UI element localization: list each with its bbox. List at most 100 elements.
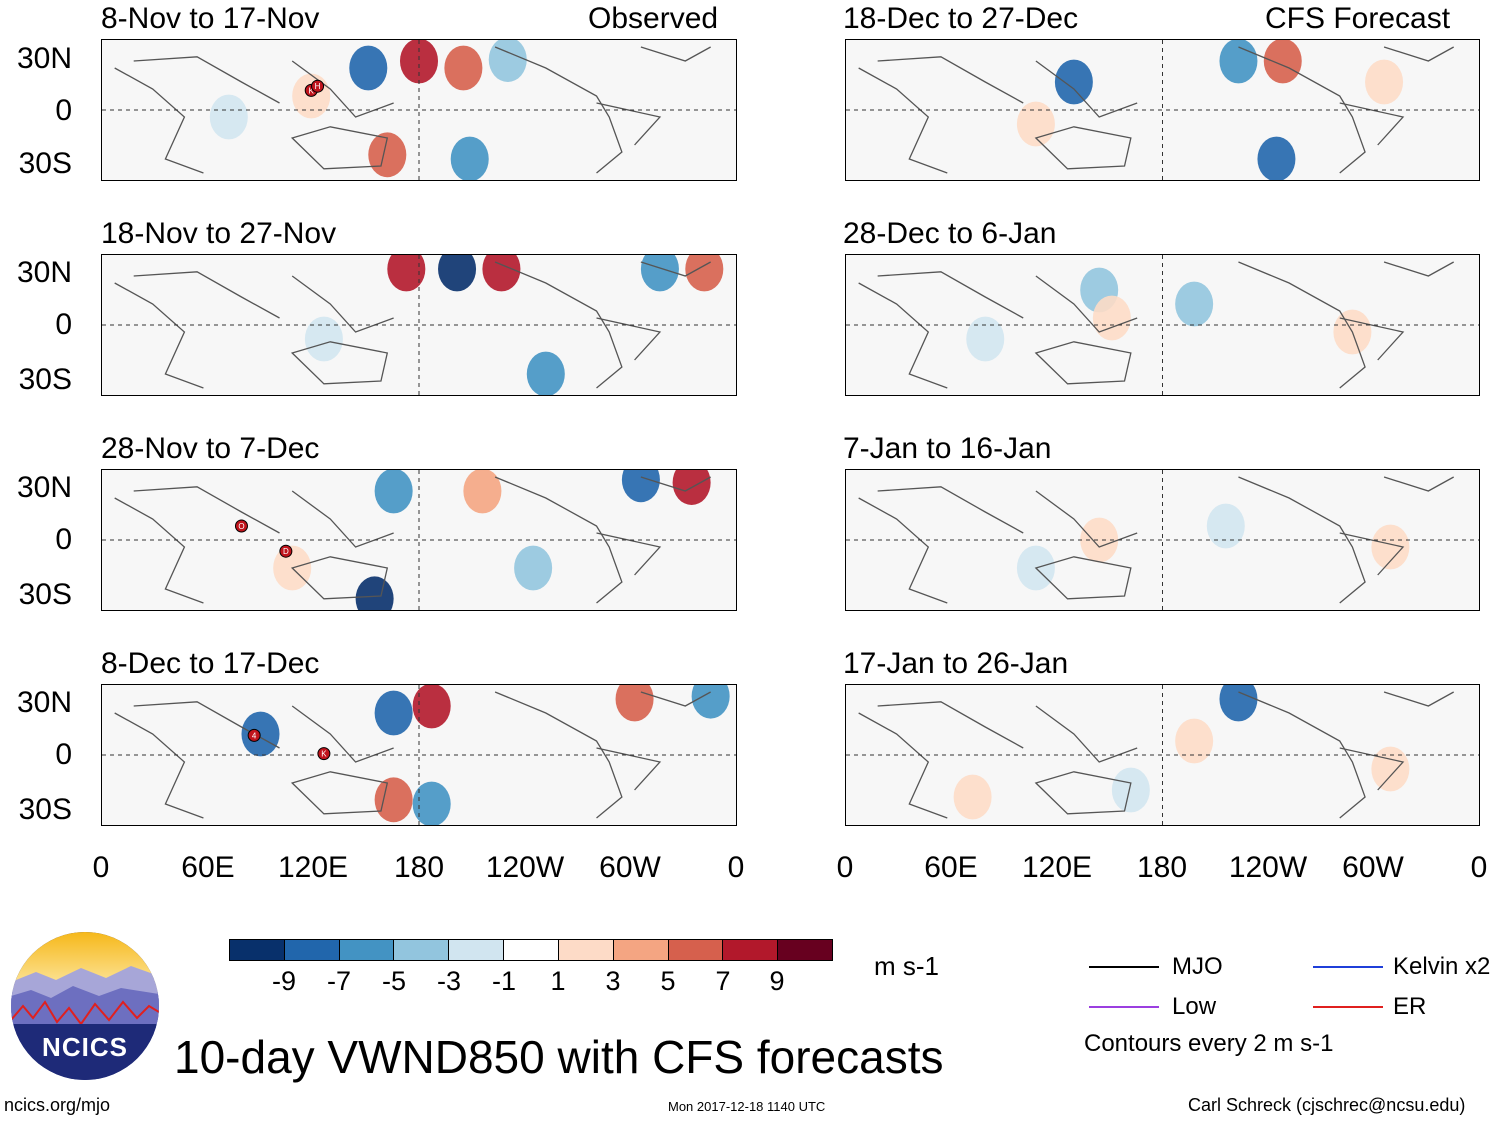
coastline: [877, 701, 1024, 749]
storm-marker: H: [311, 79, 325, 93]
coastline: [1339, 317, 1405, 361]
panel-title-2: 18-Nov to 27-Nov: [101, 217, 337, 250]
xtick: 0: [1470, 851, 1488, 884]
colorbar-label: -9: [271, 966, 296, 996]
wind-anomaly-blob: [444, 45, 483, 91]
footer-url[interactable]: ncics.org/mjo: [4, 1095, 111, 1115]
coastline: [1383, 261, 1454, 277]
map-observed-2: [101, 254, 737, 396]
storm-marker: D: [279, 544, 293, 558]
coastline: [133, 271, 280, 319]
coastline: [1035, 705, 1138, 763]
legend-mjo-line: [1089, 966, 1159, 968]
map-field: [846, 40, 1479, 180]
colorbar-swatch: [723, 940, 779, 960]
colorbar-label: 1: [550, 966, 566, 996]
ytick-0: 0: [55, 308, 72, 341]
colorbar-label: -7: [326, 966, 351, 996]
wind-anomaly-blob: [1175, 281, 1214, 327]
coastline: [114, 712, 204, 819]
coastline: [114, 282, 204, 389]
xtick: 60W: [599, 851, 661, 884]
wind-anomaly-blob: [615, 685, 654, 722]
coastline: [290, 126, 389, 170]
coastline: [494, 46, 623, 174]
storm-label: D: [283, 547, 289, 556]
colorbar: [229, 939, 833, 961]
wind-anomaly-blob: [482, 255, 521, 292]
wind-anomaly-blob: [374, 690, 413, 736]
colorbar-label: 7: [715, 966, 731, 996]
coastline: [858, 497, 948, 604]
coastline: [1383, 691, 1454, 707]
wind-anomaly-blob: [1092, 295, 1131, 341]
ytick-30s: 30S: [18, 363, 72, 396]
coastline: [1238, 46, 1366, 174]
wind-anomaly-blob: [355, 576, 394, 610]
wind-anomaly-blob: [488, 40, 527, 82]
colorbar-label: -3: [436, 966, 461, 996]
legend-low-line: [1089, 1006, 1159, 1008]
coastline: [640, 691, 711, 707]
coastline: [858, 67, 948, 174]
colorbar-swatch: [558, 940, 614, 960]
coastline: [133, 486, 280, 534]
coastline: [877, 271, 1024, 319]
legend-mjo-label: MJO: [1172, 953, 1223, 980]
panel-title-4: 8-Dec to 17-Dec: [101, 647, 320, 680]
ncics-logo: NCICS: [11, 932, 159, 1080]
map-forecast-3: [845, 469, 1480, 611]
xtick: 120W: [485, 851, 565, 884]
wind-anomaly-blob: [349, 45, 388, 91]
legend-low-label: Low: [1172, 993, 1217, 1020]
panel-title-8: 17-Jan to 26-Jan: [843, 647, 1069, 680]
wind-anomaly-blob: [1080, 517, 1119, 563]
coastline: [640, 46, 711, 62]
storm-label: K: [321, 750, 327, 759]
coastline: [596, 532, 662, 576]
wind-anomaly-blob: [374, 470, 413, 514]
coastline: [1238, 261, 1366, 389]
ytick-30s: 30S: [18, 147, 72, 180]
map-forecast-1: [845, 39, 1480, 181]
wind-anomaly-blob: [1016, 101, 1055, 147]
coastline: [1383, 476, 1454, 492]
legend-er-line: [1313, 1006, 1383, 1008]
colorbar-swatch: [613, 940, 669, 960]
wind-anomaly-blob: [1371, 524, 1410, 570]
ytick-30s: 30S: [18, 578, 72, 611]
colorbar-unit: m s-1: [874, 951, 939, 981]
coastline: [877, 56, 1024, 104]
coastline: [858, 712, 948, 819]
wind-anomaly-blob: [304, 316, 343, 362]
storm-label: 4: [252, 731, 257, 740]
panel-title-7: 7-Jan to 16-Jan: [843, 432, 1052, 465]
colorbar-swatch: [339, 940, 395, 960]
wind-anomaly-blob: [1263, 40, 1302, 84]
map-field: 4K: [102, 685, 736, 825]
coastline: [596, 317, 662, 361]
wind-anomaly-blob: [1219, 685, 1258, 722]
ytick-30n: 30N: [16, 471, 72, 504]
storm-marker: O: [234, 519, 248, 533]
wind-anomaly-blob: [1365, 59, 1404, 105]
wind-anomaly-blob: [387, 255, 426, 292]
wind-anomaly-blob: [412, 685, 451, 729]
wind-anomaly-blob: [374, 777, 413, 823]
coastline: [494, 476, 623, 604]
wind-anomaly-blob: [1371, 746, 1410, 792]
wind-anomaly-blob: [450, 136, 489, 180]
storm-marker: 4: [247, 728, 261, 742]
ytick-30n: 30N: [16, 686, 72, 719]
ytick-30n: 30N: [16, 42, 72, 75]
xtick: 120E: [1021, 851, 1093, 884]
coastline: [640, 476, 711, 492]
colorbar-label: 5: [660, 966, 676, 996]
wind-anomaly-blob: [463, 470, 502, 514]
coastline: [1034, 341, 1132, 385]
footer-timestamp: Mon 2017-12-18 1140 UTC: [668, 1099, 826, 1114]
